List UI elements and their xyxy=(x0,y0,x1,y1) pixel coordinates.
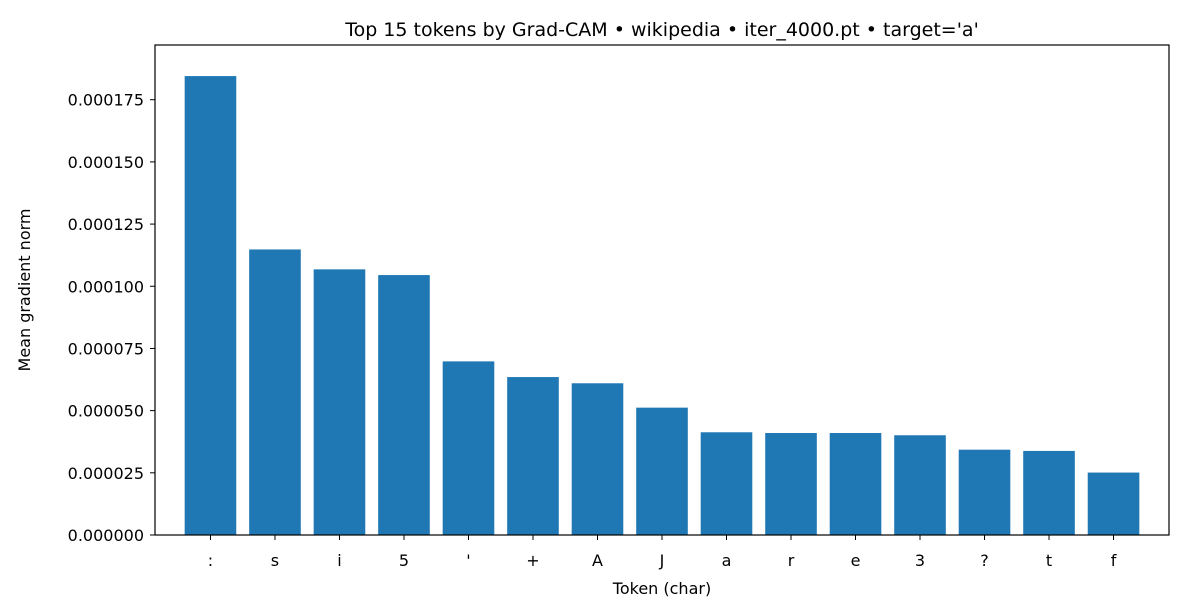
x-tick-label: t xyxy=(1046,551,1052,570)
x-tick-label: J xyxy=(659,551,665,570)
x-tick-label: e xyxy=(851,551,861,570)
chart-title: Top 15 tokens by Grad-CAM • wikipedia • … xyxy=(344,19,979,41)
x-tick-label: 5 xyxy=(399,551,409,570)
bar xyxy=(507,377,559,535)
x-tick-label: 3 xyxy=(915,551,925,570)
y-tick-label: 0.000125 xyxy=(68,215,144,234)
bar xyxy=(700,432,753,535)
y-tick-label: 0.000100 xyxy=(68,277,144,296)
bar xyxy=(378,275,430,535)
x-tick-label: f xyxy=(1111,551,1117,570)
x-tick-label: r xyxy=(788,551,795,570)
x-tick-label: : xyxy=(208,551,213,570)
bar xyxy=(184,76,237,535)
x-tick-label: + xyxy=(526,551,539,570)
y-tick-label: 0.000025 xyxy=(68,464,144,483)
y-tick-label: 0.000000 xyxy=(68,526,144,545)
plot-frame xyxy=(154,44,1170,536)
y-tick-label: 0.000175 xyxy=(68,91,144,110)
y-tick-label: 0.000150 xyxy=(68,153,144,172)
bar xyxy=(313,269,366,535)
x-tick-label: a xyxy=(722,551,732,570)
bar xyxy=(1087,472,1140,535)
bar xyxy=(958,449,1011,535)
bar xyxy=(765,433,817,535)
bar xyxy=(442,361,495,535)
x-axis-label: Token (char) xyxy=(612,579,711,598)
bar xyxy=(571,383,624,535)
y-axis-ticks: 0.000000 0.000025 0.000050 0.000075 0.000100… xyxy=(68,91,155,545)
y-tick-label: 0.000075 xyxy=(68,339,144,358)
bar xyxy=(829,433,882,535)
bar xyxy=(1023,450,1075,535)
y-axis-label: Mean gradient norm xyxy=(15,209,34,372)
x-tick-label: s xyxy=(271,551,279,570)
bar xyxy=(636,407,688,535)
x-tick-label: A xyxy=(592,551,603,570)
bar xyxy=(894,435,946,535)
x-tick-label: ? xyxy=(980,551,989,570)
x-tick-label: ' xyxy=(466,551,470,570)
bars xyxy=(184,76,1140,535)
bar xyxy=(249,249,301,535)
x-tick-label: i xyxy=(337,551,341,570)
y-tick-label: 0.000050 xyxy=(68,402,144,421)
